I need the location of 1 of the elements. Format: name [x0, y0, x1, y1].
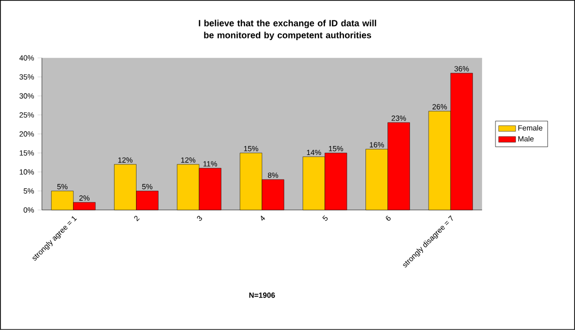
chart-title: I believe that the exchange of ID data will be monitored by competent authorities: [198, 20, 376, 40]
